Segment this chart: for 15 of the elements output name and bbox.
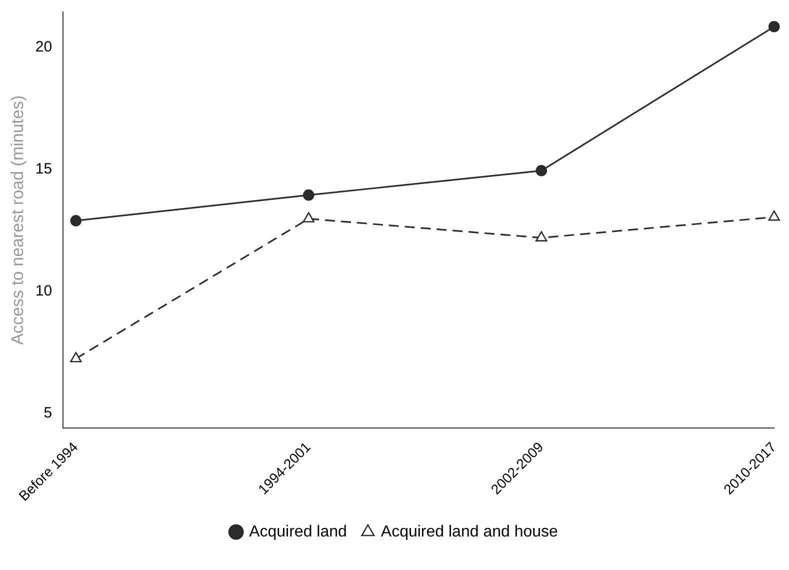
y-tick-label: 15 (35, 160, 52, 178)
y-tick-label: 5 (44, 404, 52, 422)
point (768, 210, 780, 221)
point (70, 352, 82, 362)
point (536, 231, 548, 242)
y-tick-label: 10 (35, 282, 52, 300)
legend-label: Acquired land (249, 523, 347, 540)
point (70, 215, 82, 226)
point (768, 20, 780, 32)
point (536, 165, 548, 176)
y-axis-title: Access to nearest road (minutes) (8, 95, 27, 345)
legend-label: Acquired land and house (380, 523, 558, 540)
point (302, 189, 314, 201)
y-tick-label: 20 (35, 38, 52, 56)
point (302, 212, 314, 222)
